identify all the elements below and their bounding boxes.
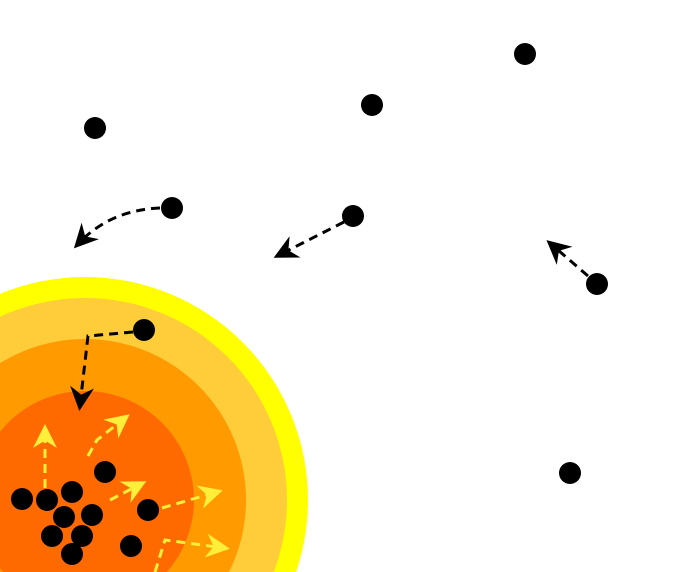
particle (61, 543, 83, 565)
particle (514, 43, 536, 65)
particle (11, 488, 33, 510)
particle (84, 117, 106, 139)
particle (36, 489, 58, 511)
particle (120, 535, 142, 557)
particle (133, 319, 155, 341)
particle (559, 462, 581, 484)
particle (61, 481, 83, 503)
particle (586, 273, 608, 295)
particle (361, 94, 383, 116)
particle (137, 499, 159, 521)
arrow (546, 240, 589, 278)
arrow (153, 533, 230, 572)
arrow (73, 206, 161, 249)
arrow (273, 220, 345, 258)
arrow (161, 485, 223, 510)
particle (81, 504, 103, 526)
particles (11, 43, 608, 565)
particle (94, 461, 116, 483)
particle (161, 197, 183, 219)
particle (71, 525, 93, 547)
particle (342, 205, 364, 227)
particle (53, 506, 75, 528)
black-arrows (70, 206, 589, 411)
yellow-arrows (33, 414, 230, 572)
arrow (109, 481, 147, 503)
particle (41, 525, 63, 547)
arrow (70, 330, 134, 411)
arrow (86, 414, 130, 457)
